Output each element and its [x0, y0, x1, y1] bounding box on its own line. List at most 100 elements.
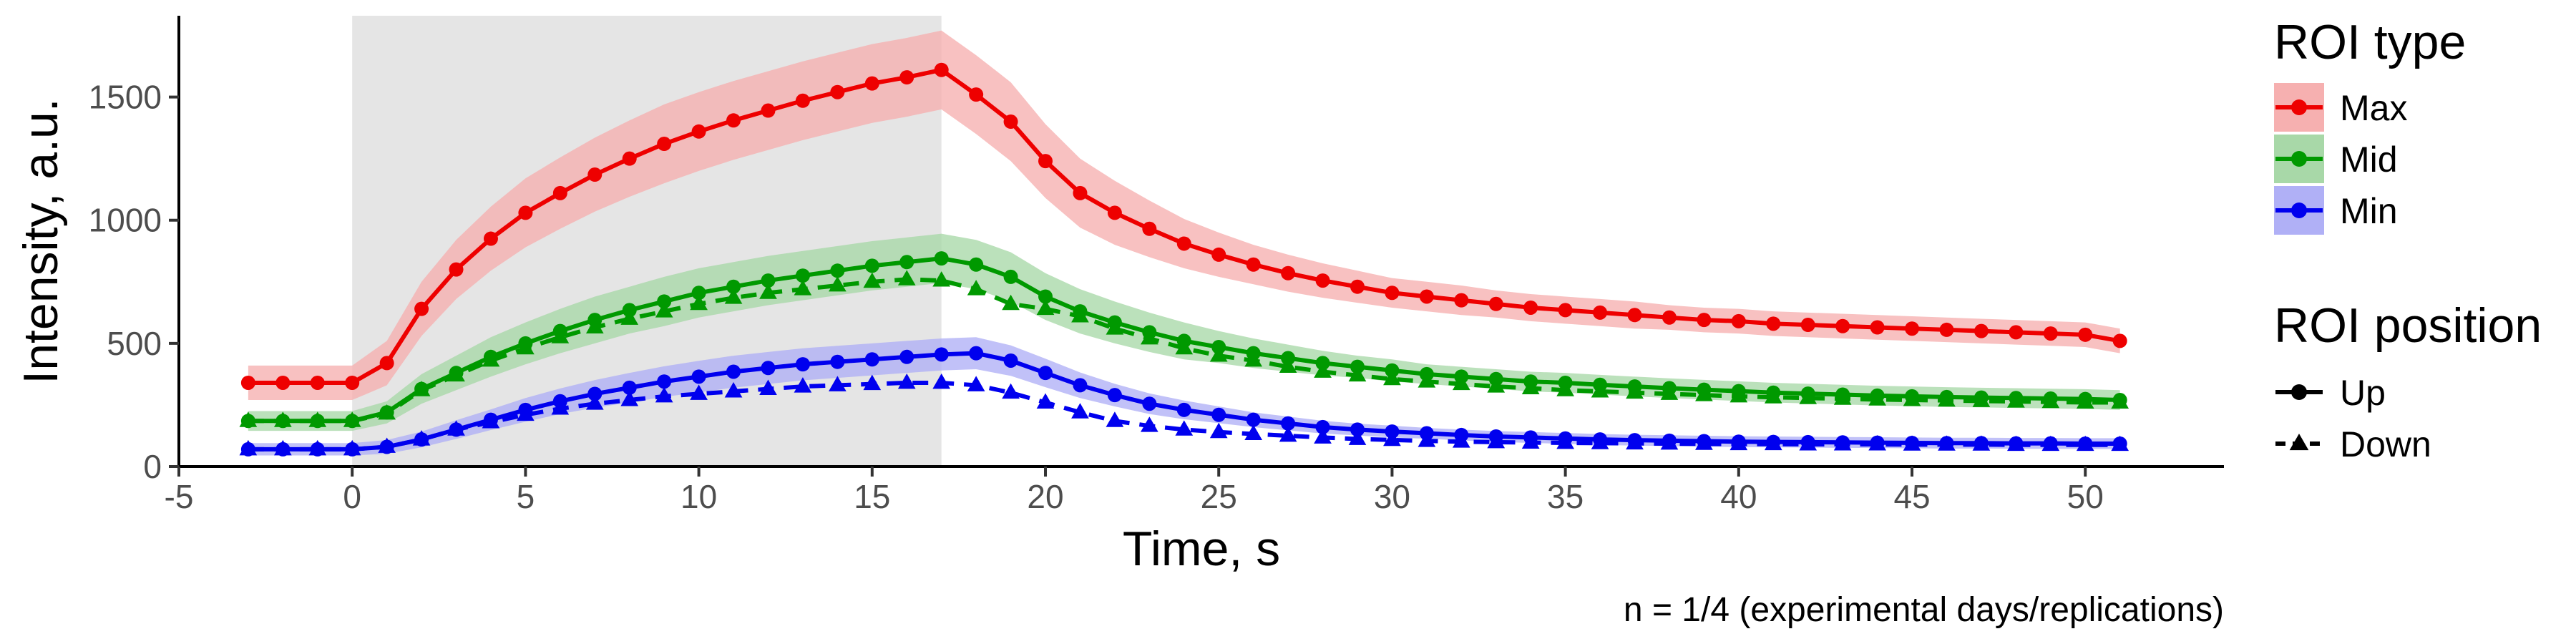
data-point-mid-down	[1452, 374, 1470, 391]
x-tick-label: 45	[1893, 478, 1930, 515]
data-point-min-down	[1487, 432, 1506, 449]
data-point-min-down	[620, 391, 639, 406]
data-point-min-down	[308, 439, 327, 456]
data-point-min-down	[1868, 435, 1886, 451]
data-point-mid-down	[1002, 294, 1020, 311]
data-point-max-up	[691, 124, 706, 139]
data-point-max-up	[1281, 265, 1296, 280]
data-point-max-up	[830, 84, 845, 99]
data-point-mid-down	[1487, 377, 1506, 393]
data-point-max-up	[1488, 296, 1503, 311]
data-point-mid-up	[795, 268, 810, 283]
legend-marker-up	[2291, 384, 2307, 400]
data-point-mid-down	[1660, 384, 1679, 400]
data-point-min-up	[795, 357, 810, 372]
legend-label-mid: Mid	[2340, 140, 2398, 180]
data-point-mid-down	[1695, 386, 1713, 401]
data-point-min-down	[1799, 435, 1818, 451]
band-max	[248, 30, 2120, 401]
chart-caption: n = 1/4 (experimental days/replications)	[1624, 591, 2224, 629]
data-point-min-down	[967, 376, 985, 391]
data-point-mid-down	[2111, 393, 2129, 409]
data-point-mid-down	[1036, 299, 1055, 316]
y-axis-title: Intensity, a.u.	[14, 98, 68, 384]
data-point-mid-down	[1833, 389, 1852, 405]
data-point-min-down	[1418, 431, 1436, 447]
data-point-mid-down	[343, 411, 361, 427]
data-point-mid-down	[759, 283, 777, 299]
data-point-min-down	[273, 439, 292, 456]
data-point-mid-down	[378, 404, 396, 420]
data-point-max-up	[1974, 323, 1989, 338]
legend-marker-mid	[2291, 151, 2307, 167]
data-point-max-up	[379, 356, 394, 371]
data-point-max-up	[1142, 221, 1157, 236]
band-min	[248, 337, 2120, 456]
data-point-min-down	[863, 374, 882, 391]
data-point-min-up	[1211, 407, 1226, 422]
data-point-max-up	[2112, 333, 2127, 348]
data-point-min-down	[1452, 432, 1470, 448]
data-point-mid-down	[239, 411, 258, 427]
data-point-min-down	[759, 379, 777, 396]
data-point-mid-down	[1418, 372, 1436, 388]
data-point-min-down	[1556, 433, 1574, 449]
data-point-mid-down	[1106, 319, 1124, 335]
data-point-max-up	[864, 76, 879, 91]
data-point-max-up	[969, 87, 984, 102]
data-point-mid-down	[1799, 389, 1818, 404]
data-point-max-up	[2078, 327, 2093, 342]
data-point-min-down	[1209, 422, 1228, 439]
data-point-max-up	[1211, 247, 1226, 262]
data-point-min-up	[1038, 366, 1053, 381]
data-point-mid-down	[897, 270, 916, 286]
data-point-mid-down	[517, 338, 535, 355]
data-point-mid-down	[1071, 307, 1089, 323]
data-point-min-down	[1938, 435, 1956, 451]
data-point-mid-down	[1591, 382, 1609, 398]
data-point-max-up	[934, 62, 949, 77]
data-point-mid-down	[2007, 392, 2025, 408]
data-point-max-up	[1454, 293, 1469, 308]
data-point-max-up	[622, 151, 637, 166]
data-point-min-up	[726, 364, 741, 379]
data-point-mid-up	[691, 286, 706, 301]
data-point-min-up	[1107, 388, 1122, 403]
data-point-min-down	[239, 439, 258, 456]
data-point-max-up	[761, 103, 776, 118]
data-point-max-up	[240, 375, 255, 390]
data-point-mid-down	[482, 351, 500, 367]
legend-marker-down	[2289, 434, 2309, 451]
data-point-mid-down	[1903, 391, 1921, 406]
data-point-mid-down	[2041, 392, 2060, 409]
data-point-min-down	[1279, 426, 1297, 442]
data-point-max-up	[1558, 303, 1573, 318]
data-point-mid-down	[1521, 379, 1540, 394]
data-point-mid-down	[1626, 383, 1644, 399]
data-point-mid-down	[1348, 366, 1367, 382]
data-point-min-down	[1383, 430, 1401, 447]
data-point-mid-down	[690, 294, 708, 311]
series-markers	[239, 62, 2129, 457]
data-point-min-up	[587, 386, 602, 401]
data-point-min-down	[447, 420, 465, 436]
data-point-max-up	[1073, 185, 1088, 200]
data-point-mid-down	[1556, 381, 1574, 396]
data-point-max-up	[1315, 273, 1330, 288]
data-point-min-up	[969, 346, 984, 361]
data-point-min-down	[794, 377, 812, 393]
data-point-mid-down	[412, 381, 431, 396]
x-tick-label: 50	[2067, 478, 2104, 515]
data-point-mid-down	[1383, 369, 1401, 386]
data-point-min-up	[1350, 422, 1365, 437]
data-point-max-up	[310, 375, 325, 390]
data-point-max-up	[1419, 289, 1434, 304]
data-point-min-up	[1003, 353, 1018, 368]
x-tick-label: 20	[1027, 478, 1063, 515]
data-point-min-down	[1002, 383, 1020, 399]
data-point-min-down	[655, 386, 673, 403]
y-tick-label: 0	[143, 448, 162, 485]
data-point-mid-down	[585, 318, 604, 333]
data-point-min-down	[2041, 435, 2060, 452]
